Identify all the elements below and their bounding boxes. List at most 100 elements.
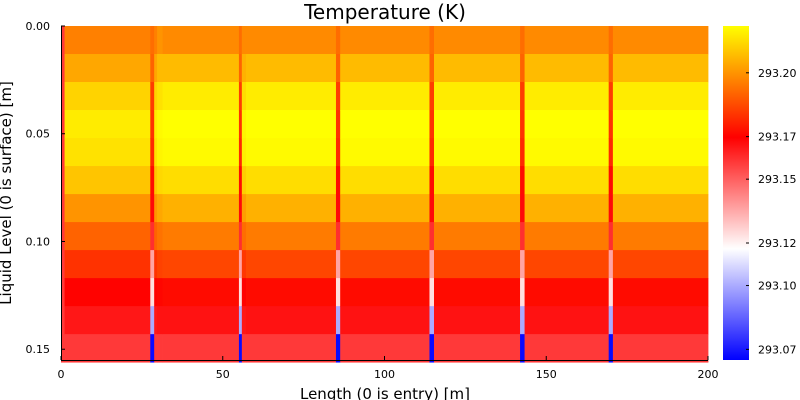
- heatmap-cell: [61, 306, 65, 335]
- heatmap-cell: [340, 278, 430, 307]
- heatmap-cell: [429, 194, 435, 223]
- heatmap-cell: [241, 82, 247, 111]
- heatmap-cell: [524, 250, 610, 279]
- heatmap-cell: [154, 26, 158, 55]
- heatmap-cell: [238, 82, 243, 111]
- heatmap-cell: [520, 250, 525, 279]
- heatmap-cell: [612, 334, 709, 363]
- heatmap-cell: [340, 306, 430, 335]
- heatmap-cell: [61, 194, 65, 223]
- heatmap-cell: [162, 194, 240, 223]
- heatmap-cell: [335, 194, 341, 223]
- heatmap-cell: [246, 26, 337, 55]
- heatmap-cell: [64, 222, 151, 251]
- heatmap-cell: [340, 166, 430, 195]
- y-tick-label: 0.15: [26, 343, 51, 356]
- heatmap-cell: [154, 222, 158, 251]
- heatmap-cell: [340, 194, 430, 223]
- heatmap-cell: [150, 110, 155, 139]
- heatmap-cell: [241, 26, 247, 55]
- heatmap-cell: [64, 82, 151, 111]
- heatmap-cell: [612, 306, 709, 335]
- heatmap-cell: [162, 166, 240, 195]
- heatmap-cell: [520, 110, 525, 139]
- heatmap-cell: [335, 278, 341, 307]
- heatmap-cell: [154, 138, 158, 167]
- heatmap-cell: [64, 334, 151, 363]
- heatmap-cell: [238, 222, 243, 251]
- heatmap-cell: [524, 166, 610, 195]
- heatmap-cell: [246, 334, 337, 363]
- heatmap-cell: [238, 138, 243, 167]
- heatmap-cell: [612, 166, 709, 195]
- heatmap-cell: [335, 26, 341, 55]
- heatmap-cell: [612, 110, 709, 139]
- heatmap-cell: [162, 278, 240, 307]
- colorbar: [723, 26, 749, 360]
- heatmap-cell: [61, 166, 65, 195]
- heatmap-cell: [238, 110, 243, 139]
- colorbar-ticks: 293.07 293.10 293.12 293.15 293.17 293.20: [746, 67, 797, 356]
- heatmap-cell: [246, 306, 337, 335]
- heatmap-cell: [246, 194, 337, 223]
- heatmap-cell: [241, 334, 247, 363]
- heatmap-cell: [246, 138, 337, 167]
- heatmap-cell: [612, 194, 709, 223]
- heatmap-cell: [520, 334, 525, 363]
- heatmap-cell: [157, 334, 163, 363]
- y-tick-label: 0.05: [26, 128, 51, 141]
- heatmap-cell: [524, 194, 610, 223]
- heatmap-cell: [335, 138, 341, 167]
- heatmap-cell: [150, 334, 155, 363]
- heatmap-cell: [154, 250, 158, 279]
- x-tick-label: 100: [374, 368, 395, 381]
- x-tick-label: 150: [536, 368, 557, 381]
- heatmap-cell: [238, 250, 243, 279]
- heatmap-cell: [157, 222, 163, 251]
- heatmap-cell: [340, 138, 430, 167]
- heatmap-cell: [335, 82, 341, 111]
- x-tick-label: 50: [216, 368, 230, 381]
- heatmap-cell: [524, 26, 610, 55]
- heatmap-cell: [520, 54, 525, 83]
- heatmap-cell: [429, 306, 435, 335]
- heatmap-cell: [335, 110, 341, 139]
- heatmap-cell: [64, 306, 151, 335]
- heatmap-cell: [434, 278, 521, 307]
- heatmap-cell: [61, 54, 65, 83]
- heatmap-cell: [429, 278, 435, 307]
- heatmap-cell: [150, 26, 155, 55]
- heatmap-cell: [608, 138, 614, 167]
- heatmap-cell: [612, 26, 709, 55]
- heatmap-cell: [154, 334, 158, 363]
- heatmap-cell: [608, 54, 614, 83]
- heatmap-cell: [162, 306, 240, 335]
- heatmap-cell: [335, 166, 341, 195]
- heatmap-cell: [612, 278, 709, 307]
- heatmap-cell: [64, 54, 151, 83]
- heatmap-cell: [64, 26, 151, 55]
- heatmap-cell: [61, 222, 65, 251]
- heatmap-cell: [429, 26, 435, 55]
- y-axis-ticks: 0.00 0.05 0.10 0.15: [26, 20, 65, 356]
- heatmap-cell: [154, 306, 158, 335]
- heatmap-cell: [246, 250, 337, 279]
- heatmap-cell: [61, 138, 65, 167]
- heatmap-cell: [61, 82, 65, 111]
- heatmap-cell: [520, 222, 525, 251]
- heatmap-cell: [157, 278, 163, 307]
- heatmap-cell: [608, 306, 614, 335]
- x-axis-label: Length (0 is entry) [m]: [300, 385, 470, 400]
- heatmap-cell: [429, 250, 435, 279]
- heatmap-cell: [520, 306, 525, 335]
- heatmap-cell: [157, 110, 163, 139]
- heatmap-cell: [241, 278, 247, 307]
- heatmap-cell: [434, 334, 521, 363]
- heatmap-cell: [608, 250, 614, 279]
- heatmap-cell: [612, 250, 709, 279]
- heatmap-cell: [154, 278, 158, 307]
- heatmap-cell: [429, 138, 435, 167]
- heatmap-cell: [162, 138, 240, 167]
- colorbar-tick-label: 293.12: [758, 237, 797, 250]
